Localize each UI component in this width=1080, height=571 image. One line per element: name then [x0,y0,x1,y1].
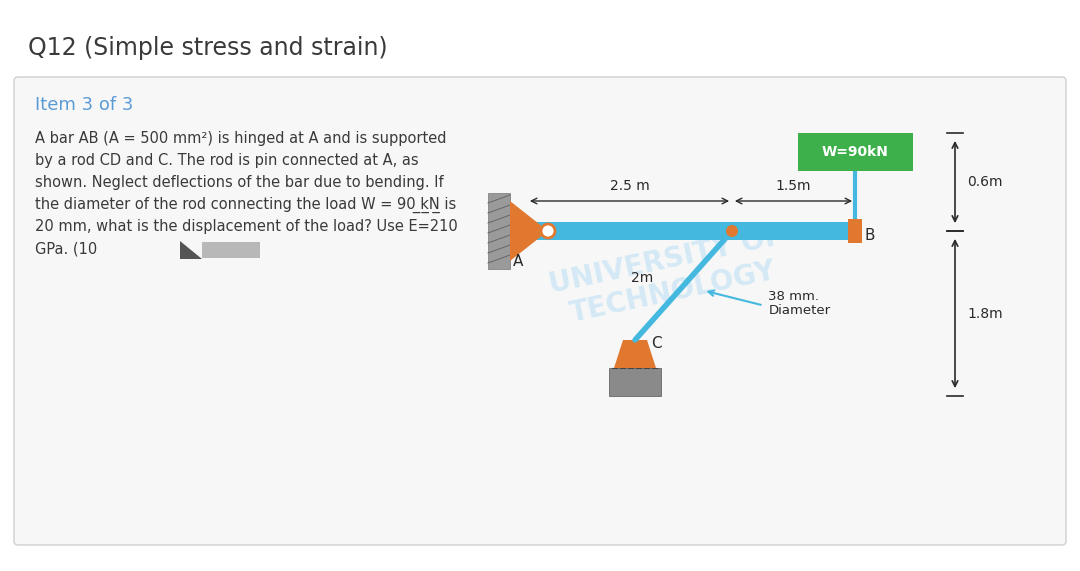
Text: the diameter of the rod connecting the load W = 90 ̲k̲N̲ is: the diameter of the rod connecting the l… [35,197,456,213]
Bar [848,219,862,243]
Text: UNIVERSITY OF
TECHNOLOGY: UNIVERSITY OF TECHNOLOGY [546,222,793,331]
Text: B: B [865,228,876,243]
Bar [488,193,510,269]
Bar [798,133,913,171]
Bar [609,368,661,396]
Text: 1.5m: 1.5m [775,179,811,193]
Bar [527,222,855,240]
Text: A: A [513,254,523,269]
Text: shown. Neglect deflections of the bar due to bending. If: shown. Neglect deflections of the bar du… [35,175,444,190]
Text: by a rod CD and C. The rod is pin connected at A, as: by a rod CD and C. The rod is pin connec… [35,153,419,168]
Text: GPa. (10: GPa. (10 [35,241,97,256]
Text: 20 mm, what is the displacement of the load? Use E=210: 20 mm, what is the displacement of the l… [35,219,458,234]
FancyBboxPatch shape [14,77,1066,545]
Text: Item 3 of 3: Item 3 of 3 [35,96,133,114]
Text: Q12 (Simple stress and strain): Q12 (Simple stress and strain) [28,36,388,60]
Text: 2m: 2m [631,271,653,284]
Text: 1.8m: 1.8m [967,307,1002,320]
Text: 2.5 m: 2.5 m [609,179,649,193]
Text: C: C [651,336,662,352]
Text: 0.6m: 0.6m [967,175,1002,189]
Text: W=90kN: W=90kN [822,145,889,159]
Text: A bar AB (A = 500 mm²) is hinged at A and is supported: A bar AB (A = 500 mm²) is hinged at A an… [35,131,446,146]
Polygon shape [180,241,202,259]
Text: 38 mm.
Diameter: 38 mm. Diameter [769,289,831,317]
Circle shape [726,225,738,237]
Bar [202,242,260,258]
Circle shape [541,224,555,238]
Polygon shape [510,201,548,261]
Polygon shape [615,340,656,368]
